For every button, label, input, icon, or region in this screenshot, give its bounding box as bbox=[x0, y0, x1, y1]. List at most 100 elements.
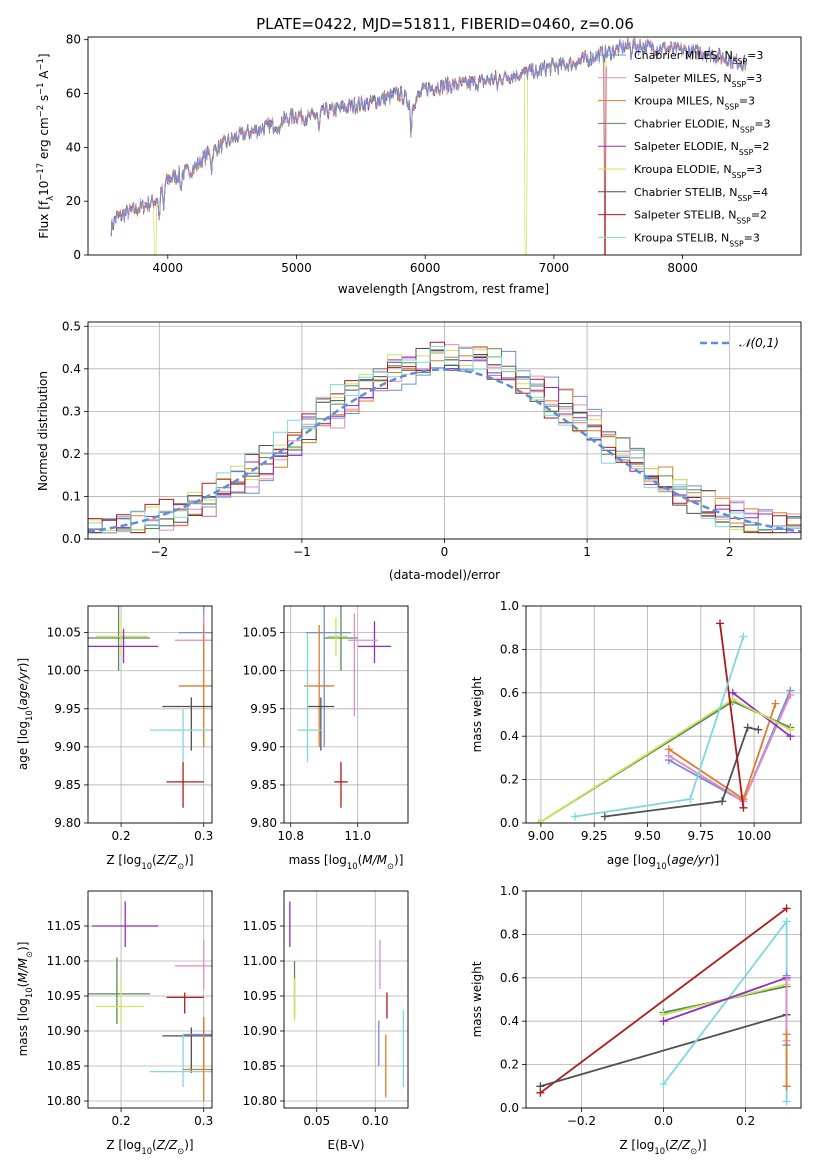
y-tick-label: 0.5 bbox=[62, 319, 81, 333]
y-tick-label: 10.05 bbox=[243, 626, 277, 640]
x-axis-label: Z [log10(Z/Z⊙)] bbox=[619, 1138, 706, 1156]
y-tick-label: 9.90 bbox=[250, 740, 277, 754]
legend-entry: Kroupa STELIB, NSSP=3 bbox=[634, 231, 760, 248]
x-tick-label: 0.10 bbox=[362, 1114, 389, 1128]
axes-frame bbox=[87, 36, 802, 256]
x-tick-label: 0.0 bbox=[654, 1114, 673, 1128]
y-tick-label: 10.80 bbox=[47, 1094, 81, 1108]
plot-area bbox=[88, 901, 212, 1101]
y-axis-label: Flux [fλ10−17 erg cm−2 s−1 A−1] bbox=[35, 53, 55, 238]
x-tick-label: 0.3 bbox=[194, 1114, 213, 1128]
x-tick-label: 7000 bbox=[539, 261, 570, 275]
x-axis-label: (data-model)/error bbox=[389, 568, 500, 582]
spectrum-line-salpeter_elodie bbox=[110, 37, 747, 237]
legend-entry: Salpeter STELIB, NSSP=2 bbox=[634, 209, 767, 226]
weight-line-kroupa_elodie bbox=[538, 698, 791, 823]
x-tick-label: 0.2 bbox=[736, 1114, 755, 1128]
x-axis-label: mass [log10(M/M⊙)] bbox=[289, 853, 404, 871]
legend-entry: Salpeter MILES, NSSP=3 bbox=[634, 72, 762, 89]
weight-marker-salpeter_miles bbox=[782, 975, 791, 984]
plot-area bbox=[110, 37, 748, 255]
spectrum-line-kroupa_miles bbox=[110, 38, 747, 235]
y-tick-label: 10.90 bbox=[243, 1024, 277, 1038]
y-tick-label: 0.0 bbox=[500, 1101, 519, 1115]
histogram-kroupa_stelib bbox=[88, 346, 801, 534]
weight-line-salpeter_stelib bbox=[719, 623, 745, 808]
y-tick-label: 9.80 bbox=[54, 816, 81, 830]
y-tick-label: 10.05 bbox=[47, 626, 81, 640]
axes-age_vs_mass: 10.8 11.0 9.80 9.85 9.90 9.95 10.00 10.05 mass [… bbox=[243, 605, 409, 871]
y-tick-label: 0.3 bbox=[62, 404, 81, 418]
y-tick-label: 0.8 bbox=[500, 642, 519, 656]
y-tick-label: 10.80 bbox=[243, 1094, 277, 1108]
x-tick-label: 8000 bbox=[667, 261, 698, 275]
plot-area bbox=[534, 619, 795, 823]
weight-marker-salpeter_miles bbox=[786, 690, 795, 699]
x-tick-label: 10.8 bbox=[277, 829, 304, 843]
y-tick-label: 60 bbox=[66, 87, 81, 101]
axes-mass_vs_Z: 0.2 0.3 10.80 10.85 10.90 10.95 11.00 11.05 Z [l… bbox=[16, 890, 213, 1156]
weight-line-kroupa_miles bbox=[668, 703, 777, 801]
y-tick-label: 80 bbox=[66, 33, 81, 47]
weight-line-kroupa_stelib bbox=[574, 636, 745, 818]
x-tick-label: 6000 bbox=[410, 261, 441, 275]
weight-marker-kroupa_stelib bbox=[686, 795, 695, 804]
x-tick-label: 0.2 bbox=[112, 1114, 131, 1128]
y-tick-label: 40 bbox=[66, 140, 81, 154]
y-axis-label: age [log10(age/yr)] bbox=[16, 658, 34, 770]
plot-area bbox=[289, 901, 404, 1098]
weight-marker-chabrier_stelib bbox=[754, 725, 763, 734]
y-tick-label: 11.00 bbox=[243, 954, 277, 968]
weight-marker-kroupa_miles bbox=[664, 745, 673, 754]
x-tick-label: 0 bbox=[441, 545, 449, 559]
y-tick-label: 1.0 bbox=[500, 599, 519, 613]
weight-marker-kroupa_miles bbox=[771, 699, 780, 708]
y-tick-label: 9.95 bbox=[54, 702, 81, 716]
weight-marker-chabrier_stelib bbox=[743, 723, 752, 732]
weight-marker-salpeter_stelib bbox=[782, 904, 791, 913]
weight-marker-chabrier_stelib bbox=[600, 812, 609, 821]
weight-marker-kroupa_stelib bbox=[782, 1097, 791, 1106]
y-tick-label: 10.00 bbox=[243, 664, 277, 678]
y-tick-label: 0.2 bbox=[500, 1058, 519, 1072]
y-tick-label: 0.0 bbox=[500, 816, 519, 830]
x-tick-label: 5000 bbox=[281, 261, 312, 275]
weight-line-chabrier_miles bbox=[668, 690, 792, 803]
weight-marker-kroupa_stelib bbox=[782, 917, 791, 926]
y-tick-label: 0.6 bbox=[500, 971, 519, 985]
axes-frame bbox=[283, 605, 409, 824]
weight-marker-kroupa_stelib bbox=[739, 632, 748, 641]
x-axis-label: E(B-V) bbox=[327, 1138, 364, 1152]
axes-residuals: −2 −1 0 1 2 0.0 0.1 0.2 0.3 0.4 0.5 𝒩(0,1) (data-mod… bbox=[36, 319, 802, 582]
y-axis-label: mass [log10(M/M⊙)] bbox=[16, 942, 34, 1057]
weight-marker-kroupa_miles bbox=[782, 1082, 791, 1091]
legend-entry: Salpeter ELODIE, NSSP=2 bbox=[634, 140, 770, 157]
axes-weight_vs_age: 9.00 9.25 9.50 9.75 10.00 0.0 0.2 0.4 0.6 0.8 1.0 m… bbox=[470, 599, 802, 871]
y-tick-label: 1.0 bbox=[500, 884, 519, 898]
weight-line-salpeter_elodie bbox=[663, 976, 787, 1023]
x-tick-label: 10.00 bbox=[737, 829, 771, 843]
weight-line-salpeter_stelib bbox=[539, 907, 788, 1094]
y-tick-label: 0.0 bbox=[62, 532, 81, 546]
x-tick-label: −1 bbox=[293, 545, 311, 559]
weight-marker-salpeter_stelib bbox=[739, 803, 748, 812]
axes-spectrum: 4000 5000 6000 7000 8000 0 20 40 60 80 wavelength … bbox=[35, 33, 802, 296]
legend: Chabrier MILES, NSSP=3 Salpeter MILES, NS… bbox=[598, 49, 771, 248]
y-tick-label: 11.05 bbox=[243, 919, 277, 933]
y-tick-label: 0.4 bbox=[500, 1014, 519, 1028]
y-tick-label: 0.1 bbox=[62, 489, 81, 503]
y-tick-label: 11.00 bbox=[47, 954, 81, 968]
y-tick-label: 10.90 bbox=[47, 1024, 81, 1038]
weight-marker-chabrier_stelib bbox=[536, 1082, 545, 1091]
y-tick-label: 9.85 bbox=[54, 778, 81, 792]
x-axis-label: Z [log10(Z/Z⊙)] bbox=[106, 853, 193, 871]
y-tick-label: 0.6 bbox=[500, 686, 519, 700]
legend-normal-label: 𝒩(0,1) bbox=[739, 336, 779, 350]
y-tick-label: 20 bbox=[66, 194, 81, 208]
y-axis-label: mass weight bbox=[470, 961, 484, 1037]
weight-marker-chabrier_stelib bbox=[718, 797, 727, 806]
weight-line-kroupa_stelib bbox=[662, 918, 788, 1102]
weight-marker-salpeter_elodie bbox=[659, 1017, 668, 1026]
y-tick-label: 10.95 bbox=[47, 989, 81, 1003]
